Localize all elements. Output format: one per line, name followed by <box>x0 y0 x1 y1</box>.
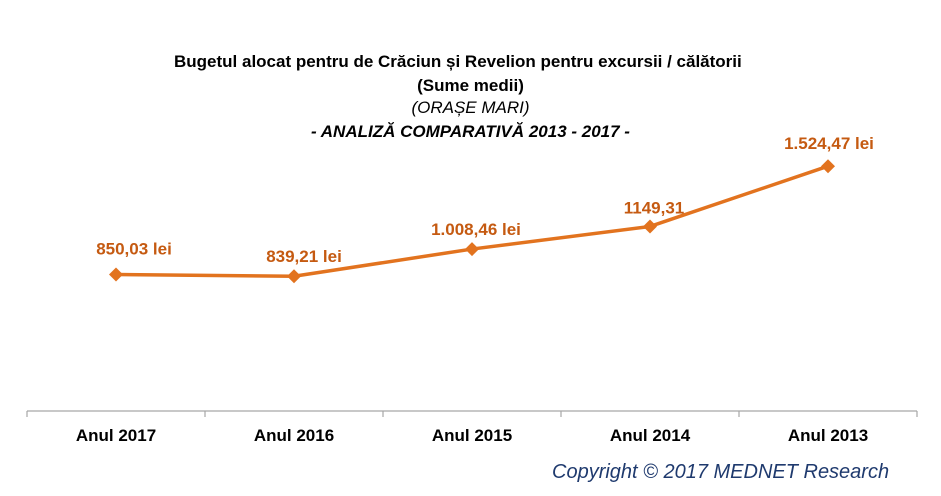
x-tick-label: Anul 2016 <box>254 426 334 445</box>
data-point-marker <box>643 219 657 234</box>
data-label: 850,03 lei <box>96 240 172 259</box>
x-tick-label: Anul 2017 <box>76 426 156 445</box>
x-tick-label: Anul 2015 <box>432 426 512 445</box>
data-label: 839,21 lei <box>266 247 342 266</box>
data-point-marker <box>821 159 835 174</box>
data-point-marker <box>287 269 301 284</box>
chart-subtitle-analysis: - ANALIZĂ COMPARATIVĂ 2013 - 2017 - <box>311 122 630 141</box>
x-tick-label: Anul 2014 <box>610 426 691 445</box>
x-tick-label: Anul 2013 <box>788 426 868 445</box>
data-label: 1149,31 <box>624 198 685 217</box>
data-label: 1.524,47 lei <box>784 134 874 153</box>
data-point-marker <box>465 242 479 257</box>
copyright-text: Copyright © 2017 MEDNET Research <box>552 461 890 483</box>
data-point-marker <box>109 267 123 282</box>
chart-subtitle-cities: (ORAȘE MARI) <box>411 98 530 117</box>
data-label: 1.008,46 lei <box>431 220 521 239</box>
chart-title: Bugetul alocat pentru de Crăciun și Reve… <box>174 52 742 71</box>
chart-subtitle-sums: (Sume medii) <box>417 76 524 95</box>
